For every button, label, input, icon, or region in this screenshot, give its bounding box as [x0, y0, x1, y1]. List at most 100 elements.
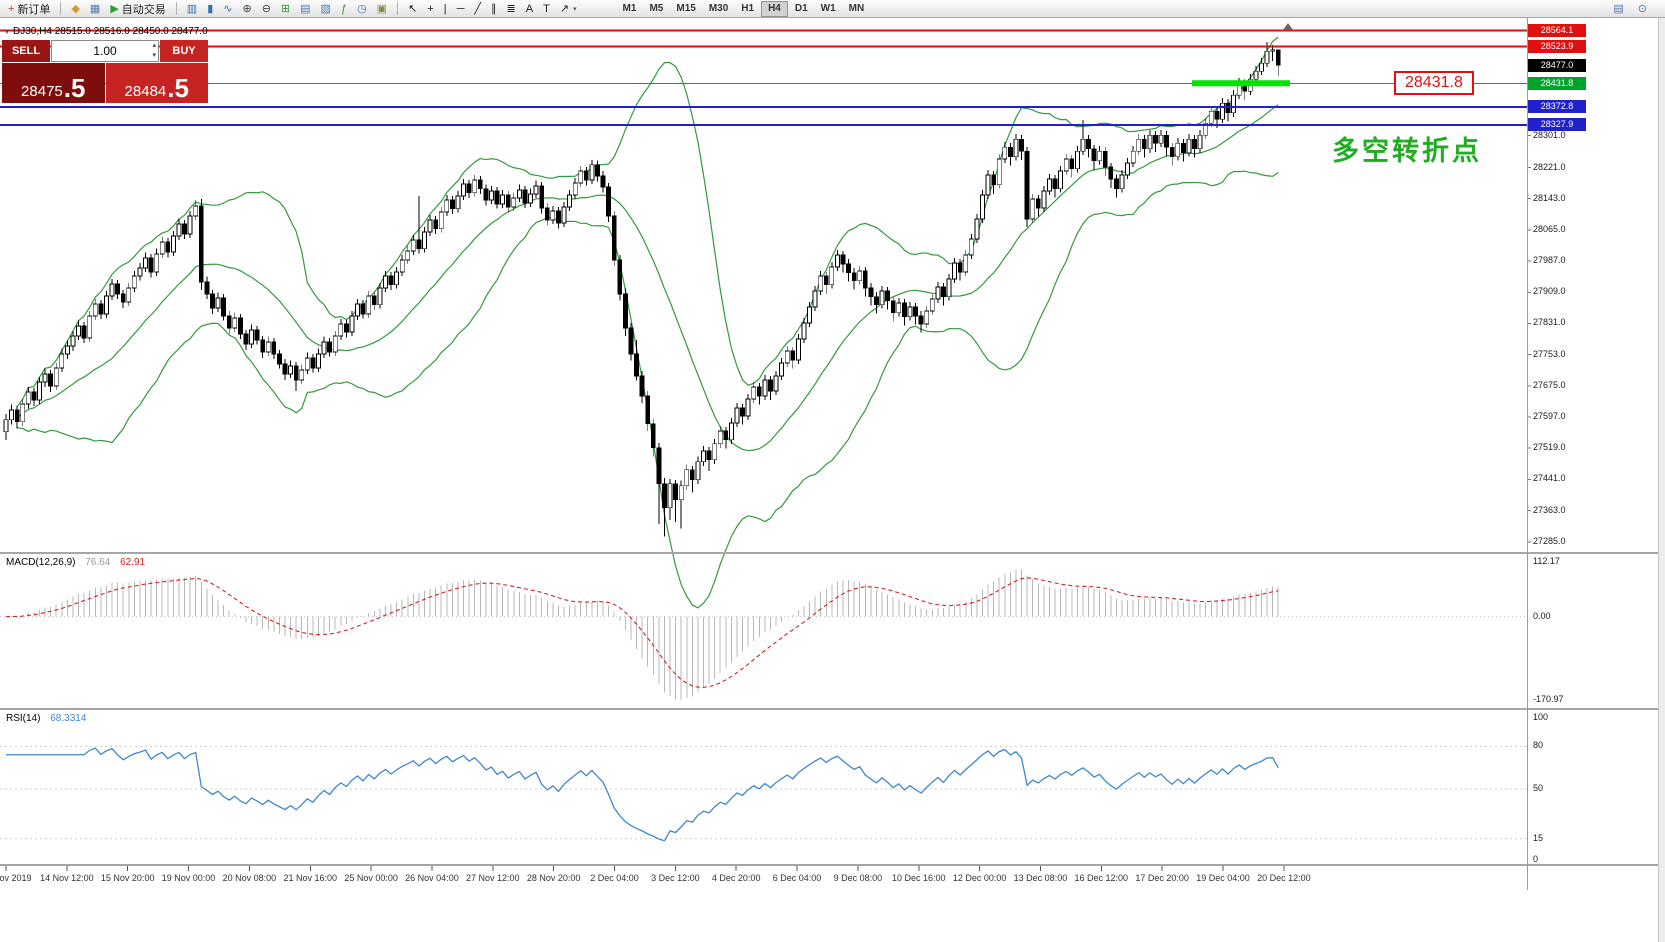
- timeframe-h4[interactable]: H4: [761, 0, 788, 17]
- new-order-button-label: 新订单: [17, 3, 51, 16]
- one-click-trading-panel: SELL 1.00 ▴ ▾ BUY 28475.5 28484.5: [2, 40, 208, 103]
- bar-chart-icon[interactable]: ▥: [183, 1, 201, 17]
- label-icon[interactable]: T: [539, 1, 554, 17]
- volume-value: 1.00: [93, 44, 117, 58]
- rsi-indicator-label: RSI(14) 68.3314: [6, 713, 86, 724]
- timeframe-m5[interactable]: M5: [649, 2, 664, 14]
- zoom-out-icon[interactable]: ⊖: [258, 1, 275, 17]
- line-chart-icon-glyph: ∿: [223, 2, 233, 15]
- macd-signal-value: 62.91: [120, 557, 146, 568]
- tile-windows-icon-glyph: ⊞: [280, 2, 291, 15]
- macd-name: MACD(12,26,9): [6, 557, 76, 568]
- vertical-line-icon[interactable]: |: [440, 1, 451, 17]
- autotrade-button-label: 自动交易: [121, 3, 166, 16]
- cursor-icon-glyph: ↖: [408, 2, 418, 15]
- text-icon-glyph: A: [525, 2, 534, 15]
- arrows-icon[interactable]: ↗ ▾: [556, 1, 581, 17]
- label-icon-glyph: T: [543, 2, 550, 15]
- price-scale-border: [1527, 18, 1528, 890]
- zoom-in-icon-glyph: ⊕: [242, 2, 252, 15]
- vertical-line-icon-glyph: |: [443, 2, 447, 15]
- text-icon[interactable]: A: [522, 1, 537, 17]
- indicators-icon-glyph: ƒ: [340, 2, 348, 15]
- search-icon-glyph: ⊙: [1637, 2, 1647, 15]
- macd-indicator-label: MACD(12,26,9) 76.64 62.91: [6, 557, 145, 568]
- horizontal-line-icon[interactable]: ─: [453, 1, 469, 17]
- buy-button[interactable]: BUY: [160, 40, 208, 62]
- sell-price[interactable]: 28475.5: [2, 63, 105, 103]
- indicators-icon[interactable]: ƒ: [337, 1, 351, 17]
- market-watch-icon[interactable]: ◆: [67, 1, 83, 17]
- channel-icon-glyph: ∥: [491, 2, 497, 15]
- template-icon[interactable]: ▣: [373, 1, 391, 17]
- time-axis[interactable]: [0, 866, 1527, 892]
- data-window-icon[interactable]: ▦: [86, 1, 104, 17]
- bar-chart-icon-glyph: ▥: [186, 2, 198, 15]
- timeframe-m15[interactable]: M15: [676, 2, 696, 14]
- new-order-icon: +: [8, 2, 15, 15]
- main-toolbar: + 新订单 ◆ ▦ ▶ 自动交易 ▥ ▮ ∿ ⊕ ⊖ ⊞ ▤ ▧ ƒ ◷ ▣ ↖ + | ─ ╱ ∥ ≣ A T ↗ ▾ M1 M5 M15…: [0, 0, 1665, 18]
- zoom-in-icon[interactable]: ⊕: [238, 1, 255, 17]
- fibonacci-icon[interactable]: ≣: [503, 1, 520, 17]
- buy-price-main: 28484: [124, 83, 167, 100]
- timeframe-m1[interactable]: M1: [622, 2, 637, 14]
- panel-splitter-rsi[interactable]: [0, 708, 1658, 710]
- trendline-icon-glyph: ╱: [474, 2, 482, 15]
- chart-title: ▾ DJ30,H4 28515.0 28516.0 28450.0 28477.…: [5, 26, 208, 37]
- volume-up-button[interactable]: ▴: [152, 42, 156, 49]
- one-click-collapse-icon[interactable]: ▾: [5, 27, 10, 36]
- timeframe-d1[interactable]: D1: [794, 2, 808, 14]
- tile-windows-icon[interactable]: ⊞: [277, 1, 294, 17]
- crosshair-icon-glyph: +: [427, 2, 434, 15]
- chart-text-annotation[interactable]: 多空转折点: [1332, 136, 1482, 166]
- search-icon[interactable]: ⊙: [1634, 1, 1651, 17]
- cursor-icon[interactable]: ↖: [404, 1, 421, 17]
- news-icon[interactable]: ▤: [1609, 1, 1627, 17]
- trendline-icon[interactable]: ╱: [470, 1, 485, 17]
- timeframe-mn[interactable]: MN: [848, 2, 865, 14]
- arrows-icon-dropdown-icon[interactable]: ▾: [573, 5, 577, 13]
- candlestick-icon[interactable]: ▮: [203, 1, 217, 17]
- sell-price-main: 28475: [21, 83, 63, 100]
- period-icon[interactable]: ◷: [353, 1, 371, 17]
- panel-splitter-macd[interactable]: [0, 552, 1658, 554]
- new-chart-icon-glyph: ▤: [300, 2, 311, 15]
- news-icon-glyph: ▤: [1613, 2, 1624, 15]
- window-scrollbar[interactable]: [1658, 0, 1665, 942]
- price-level-label[interactable]: 28431.8: [1394, 71, 1474, 95]
- template-icon-glyph: ▣: [376, 2, 388, 15]
- channel-icon[interactable]: ∥: [487, 1, 501, 17]
- timeframe-h1[interactable]: H1: [741, 2, 755, 14]
- autotrade-button[interactable]: ▶ 自动交易: [106, 1, 169, 17]
- buy-price[interactable]: 28484.5: [105, 63, 208, 103]
- profiles-icon[interactable]: ▧: [317, 1, 335, 17]
- timeframe-group: M1 M5 M15 M30 H1 H4 D1 W1 MN: [617, 0, 871, 17]
- sell-price-frac: .5: [63, 73, 86, 103]
- crosshair-icon[interactable]: +: [423, 1, 437, 17]
- toolbar-separator: [397, 2, 399, 15]
- new-chart-icon[interactable]: ▤: [296, 1, 314, 17]
- volume-down-button[interactable]: ▾: [152, 52, 156, 59]
- chart-shift-marker[interactable]: [1283, 23, 1293, 30]
- timeframe-w1[interactable]: W1: [820, 2, 836, 14]
- period-icon-glyph: ◷: [357, 2, 367, 15]
- profiles-icon-glyph: ▧: [320, 2, 331, 15]
- panel-splitter-axis[interactable]: [0, 864, 1658, 866]
- line-chart-icon[interactable]: ∿: [219, 1, 236, 17]
- new-order-button[interactable]: + 新订单: [4, 1, 54, 17]
- data-window-icon-glyph: ▦: [89, 2, 101, 15]
- horizontal-line-icon-glyph: ─: [456, 2, 465, 15]
- sell-button[interactable]: SELL: [2, 40, 50, 62]
- volume-field[interactable]: 1.00 ▴ ▾: [51, 40, 159, 62]
- arrows-icon-glyph: ↗: [559, 2, 570, 15]
- toolbar-separator: [175, 2, 177, 15]
- macd-main-value: 76.64: [85, 557, 111, 568]
- rsi-value: 68.3314: [50, 713, 87, 724]
- toolbar-separator: [60, 2, 62, 15]
- chart-title-text: DJ30,H4 28515.0 28516.0 28450.0 28477.0: [13, 26, 208, 37]
- price-scale[interactable]: [1528, 18, 1658, 890]
- rsi-name: RSI(14): [6, 713, 41, 724]
- timeframe-m30[interactable]: M30: [708, 2, 729, 14]
- autotrade-icon: ▶: [110, 2, 119, 15]
